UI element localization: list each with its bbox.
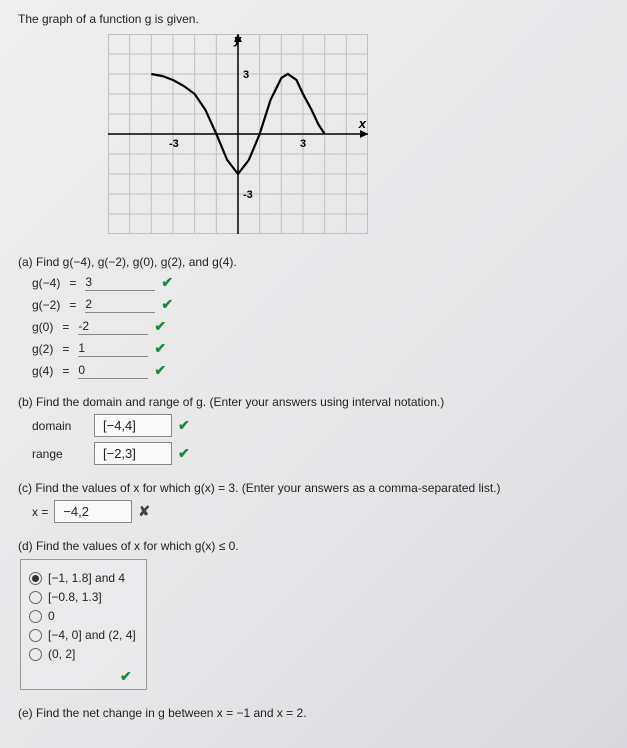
option-label: [−0.8, 1.3] (48, 590, 102, 604)
g-value-input[interactable] (85, 274, 155, 291)
radio-option[interactable]: [−1, 1.8] and 4 (29, 571, 136, 585)
page-title: The graph of a function g is given. (18, 12, 609, 26)
check-icon: ✔ (161, 296, 173, 313)
answer-row: g(−4) = ✔ (32, 274, 609, 291)
cross-icon: ✘ (138, 503, 150, 520)
part-d: (d) Find the values of x for which g(x) … (18, 539, 609, 690)
answer-row: g(2) = ✔ (32, 340, 609, 357)
part-e-prompt: (e) Find the net change in g between x =… (18, 706, 609, 720)
answer-row: g(−2) = ✔ (32, 296, 609, 313)
g-label: g(−2) (32, 298, 60, 312)
part-e: (e) Find the net change in g between x =… (18, 706, 609, 720)
radio-option[interactable]: [−4, 0] and (2, 4] (29, 628, 136, 642)
radio-option[interactable]: [−0.8, 1.3] (29, 590, 136, 604)
g-value-input[interactable] (78, 318, 148, 335)
equals: = (69, 298, 76, 312)
option-label: [−1, 1.8] and 4 (48, 571, 125, 585)
check-icon: ✔ (154, 362, 166, 379)
domain-label: domain (32, 419, 88, 433)
x-equals-label: x = (32, 505, 48, 519)
domain-input[interactable]: [−4,4] (94, 414, 172, 437)
options-box: [−1, 1.8] and 4 [−0.8, 1.3] 0 [−4, 0] and (… (20, 559, 147, 690)
part-b-prompt: (b) Find the domain and range of g. (Ent… (18, 395, 609, 409)
range-label: range (32, 447, 88, 461)
g-label: g(4) (32, 364, 53, 378)
g-label: g(0) (32, 320, 53, 334)
svg-text:y: y (233, 34, 242, 47)
g-value-input[interactable] (85, 296, 155, 313)
part-c-prompt: (c) Find the values of x for which g(x) … (18, 481, 609, 495)
option-label: [−4, 0] and (2, 4] (48, 628, 136, 642)
graph-container: -3 3 3 -3 y x (108, 34, 609, 237)
equals: = (62, 320, 69, 334)
option-label: (0, 2] (48, 647, 75, 661)
equals: = (62, 342, 69, 356)
part-c: (c) Find the values of x for which g(x) … (18, 481, 609, 523)
part-b: (b) Find the domain and range of g. (Ent… (18, 395, 609, 465)
part-d-prompt: (d) Find the values of x for which g(x) … (18, 539, 609, 553)
svg-text:3: 3 (300, 138, 306, 150)
radio-option[interactable]: (0, 2] (29, 647, 136, 661)
svg-text:3: 3 (243, 69, 249, 81)
function-graph: -3 3 3 -3 y x (108, 34, 368, 234)
equals: = (69, 276, 76, 290)
radio-icon[interactable] (29, 572, 42, 585)
part-a-prompt: (a) Find g(−4), g(−2), g(0), g(2), and g… (18, 255, 609, 269)
check-icon: ✔ (178, 445, 190, 462)
option-label: 0 (48, 609, 55, 623)
radio-icon[interactable] (29, 629, 42, 642)
radio-option[interactable]: 0 (29, 609, 136, 623)
check-icon: ✔ (178, 417, 190, 434)
part-c-input[interactable]: −4,2 (54, 500, 132, 523)
radio-icon[interactable] (29, 591, 42, 604)
svg-text:-3: -3 (243, 189, 253, 201)
g-label: g(−4) (32, 276, 60, 290)
check-icon: ✔ (154, 318, 166, 335)
check-icon: ✔ (161, 274, 173, 291)
g-label: g(2) (32, 342, 53, 356)
g-value-input[interactable] (78, 340, 148, 357)
check-icon: ✔ (120, 668, 132, 684)
range-input[interactable]: [−2,3] (94, 442, 172, 465)
answer-row: g(0) = ✔ (32, 318, 609, 335)
answer-row: g(4) = ✔ (32, 362, 609, 379)
svg-text:x: x (358, 116, 367, 131)
g-value-input[interactable] (78, 362, 148, 379)
radio-icon[interactable] (29, 610, 42, 623)
equals: = (62, 364, 69, 378)
radio-icon[interactable] (29, 648, 42, 661)
check-icon: ✔ (154, 340, 166, 357)
part-a: (a) Find g(−4), g(−2), g(0), g(2), and g… (18, 255, 609, 379)
svg-text:-3: -3 (169, 138, 179, 150)
